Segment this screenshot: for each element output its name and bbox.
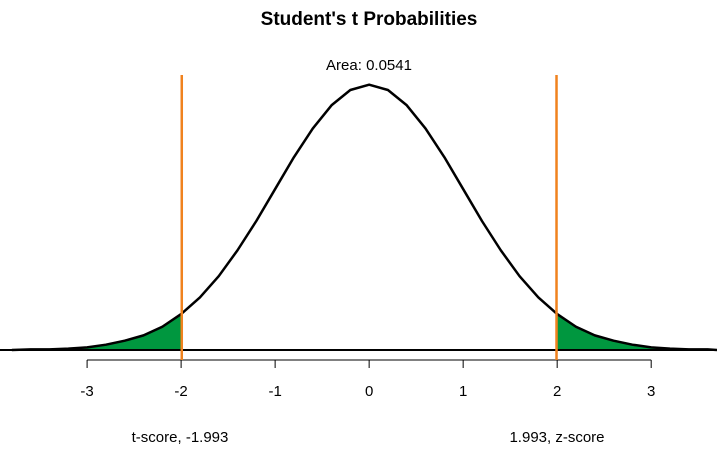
right-label: 1.993, z-score — [509, 429, 604, 446]
x-tick-label: 0 — [365, 383, 373, 400]
x-tick-label: 3 — [647, 383, 655, 400]
x-tick-label: -2 — [174, 383, 187, 400]
left-label: t-score, -1.993 — [132, 429, 229, 446]
tail-area — [556, 313, 717, 350]
x-tick-label: 1 — [459, 383, 467, 400]
chart-title: Student's t Probabilities — [261, 9, 478, 30]
x-tick-label: -1 — [268, 383, 281, 400]
x-tick-label: 2 — [553, 383, 561, 400]
area-annotation: Area: 0.0541 — [326, 57, 412, 74]
density-curve — [11, 83, 717, 352]
tail-area — [11, 313, 182, 350]
x-tick-label: -3 — [80, 383, 93, 400]
